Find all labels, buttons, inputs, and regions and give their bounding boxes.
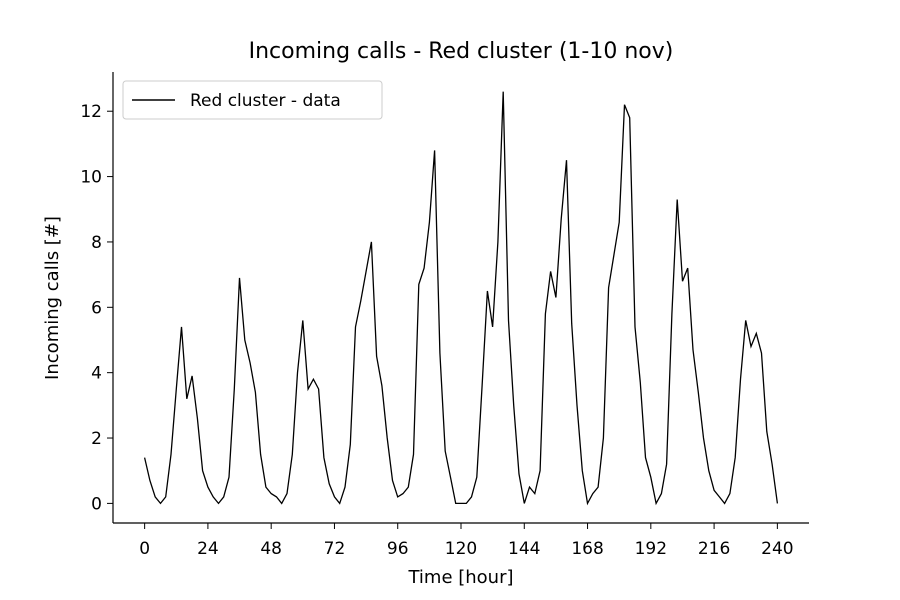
legend-label: Red cluster - data xyxy=(190,91,341,111)
series-group xyxy=(143,91,779,506)
x-tick-label: 48 xyxy=(260,539,282,559)
x-tick-label: 120 xyxy=(445,539,477,559)
x-tick-label: 168 xyxy=(571,539,603,559)
axes xyxy=(112,72,809,524)
x-axis-ticks: 0 24 48 72 96 120 144 168 192 216 240 xyxy=(139,523,794,559)
series-line xyxy=(143,91,779,506)
x-tick-label: 72 xyxy=(324,539,346,559)
y-tick-label: 6 xyxy=(91,298,102,318)
y-tick-label: 2 xyxy=(91,429,102,449)
x-tick-label: 192 xyxy=(635,539,667,559)
x-tick-label: 144 xyxy=(508,539,540,559)
legend: Red cluster - data xyxy=(122,80,383,120)
y-tick-label: 12 xyxy=(80,102,102,122)
y-axis-ticks: 0 2 4 6 8 10 12 xyxy=(80,102,113,514)
y-tick-label: 0 xyxy=(91,494,102,514)
x-tick-label: 240 xyxy=(761,539,793,559)
x-tick-label: 0 xyxy=(139,539,150,559)
x-tick-label: 96 xyxy=(387,539,409,559)
x-tick-label: 24 xyxy=(197,539,219,559)
y-tick-label: 4 xyxy=(91,364,102,384)
y-tick-label: 10 xyxy=(80,168,102,188)
x-tick-label: 216 xyxy=(698,539,730,559)
chart-title: Incoming calls - Red cluster (1-10 nov) xyxy=(249,39,674,64)
y-axis-label: Incoming calls [#] xyxy=(42,216,63,380)
y-tick-label: 8 xyxy=(91,233,102,253)
legend-box xyxy=(122,80,383,120)
x-axis-label: Time [hour] xyxy=(407,567,513,588)
